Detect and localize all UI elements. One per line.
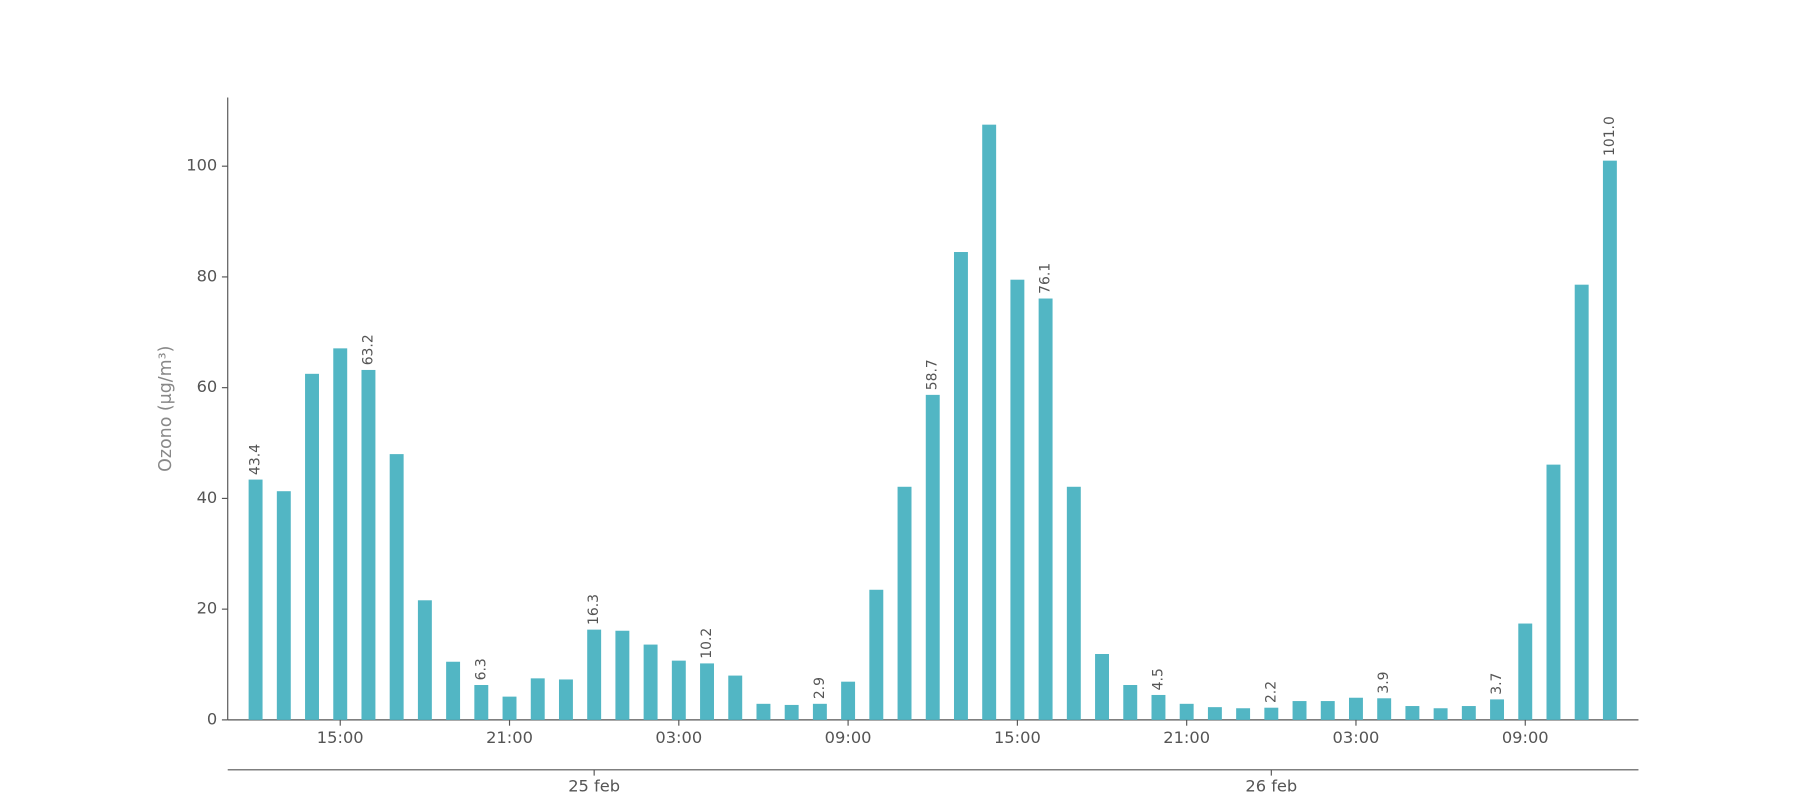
bar (1207, 707, 1222, 720)
bar (841, 681, 856, 720)
value-label: 58.7 (925, 359, 941, 390)
y-tick-label: 40 (197, 488, 218, 507)
x-tick-label: 21:00 (486, 728, 533, 747)
bar (1377, 698, 1392, 720)
x-tick-label: 03:00 (655, 728, 702, 747)
bar (643, 644, 658, 720)
bar (728, 675, 743, 720)
bar (530, 678, 545, 720)
bar (558, 679, 573, 720)
bar (502, 696, 517, 720)
y-tick-label: 60 (197, 377, 218, 396)
x-tick-label: 03:00 (1333, 728, 1380, 747)
bar (671, 660, 686, 720)
value-label: 2.2 (1263, 681, 1279, 703)
bar (446, 661, 461, 720)
bar (1236, 708, 1251, 720)
y-tick-label: 80 (197, 266, 218, 285)
value-label: 101.0 (1602, 116, 1618, 156)
x-tick-label: 15:00 (317, 728, 364, 747)
day-label: 25 feb (568, 777, 620, 796)
bar (1038, 298, 1053, 720)
bar (615, 630, 630, 720)
value-label: 10.2 (699, 628, 715, 659)
bar (333, 348, 348, 720)
bar (812, 703, 827, 720)
bar (1490, 699, 1505, 720)
bar (953, 252, 968, 720)
bar (417, 600, 432, 720)
bar (869, 589, 884, 720)
bar (1546, 464, 1561, 720)
bar (1123, 685, 1138, 720)
value-label: 2.9 (812, 677, 828, 699)
bar (389, 454, 404, 720)
bar (1151, 694, 1166, 720)
value-label: 6.3 (473, 658, 489, 680)
bar (756, 703, 771, 720)
bar (1518, 623, 1533, 720)
day-label: 26 feb (1245, 777, 1297, 796)
bar (982, 124, 997, 720)
bar (1574, 284, 1589, 720)
bar (1264, 707, 1279, 720)
value-label: 43.4 (248, 444, 264, 475)
value-label: 76.1 (1038, 263, 1054, 294)
bar (305, 373, 319, 720)
y-tick-label: 100 (186, 156, 217, 175)
value-label: 16.3 (586, 594, 602, 625)
bar (700, 663, 714, 720)
value-label: 3.9 (1376, 672, 1392, 694)
bar (474, 685, 489, 720)
value-label: 4.5 (1150, 668, 1166, 690)
x-tick-label: 21:00 (1163, 728, 1210, 747)
bar (1348, 697, 1363, 720)
bar (1179, 703, 1194, 720)
bar (897, 486, 912, 720)
bar (1461, 706, 1476, 720)
bar (1010, 279, 1025, 720)
bar (1602, 160, 1617, 720)
x-tick-label: 15:00 (994, 728, 1041, 747)
bar (1320, 701, 1335, 720)
bar (1066, 486, 1081, 720)
bar (361, 369, 376, 720)
y-tick-label: 0 (207, 709, 217, 728)
bar (276, 491, 291, 720)
value-label: 63.2 (360, 334, 376, 365)
value-label: 3.7 (1489, 673, 1505, 695)
bar (1405, 706, 1420, 720)
y-tick-label: 20 (197, 599, 218, 618)
bar (925, 394, 940, 720)
bar (587, 629, 602, 720)
bar (1433, 708, 1448, 720)
bar (1095, 653, 1109, 720)
y-axis-label: Ozono (μg/m³) (156, 346, 176, 472)
bar (1292, 701, 1307, 720)
x-tick-label: 09:00 (1502, 728, 1549, 747)
bar (784, 704, 799, 720)
bar (248, 479, 263, 720)
x-tick-label: 09:00 (825, 728, 872, 747)
